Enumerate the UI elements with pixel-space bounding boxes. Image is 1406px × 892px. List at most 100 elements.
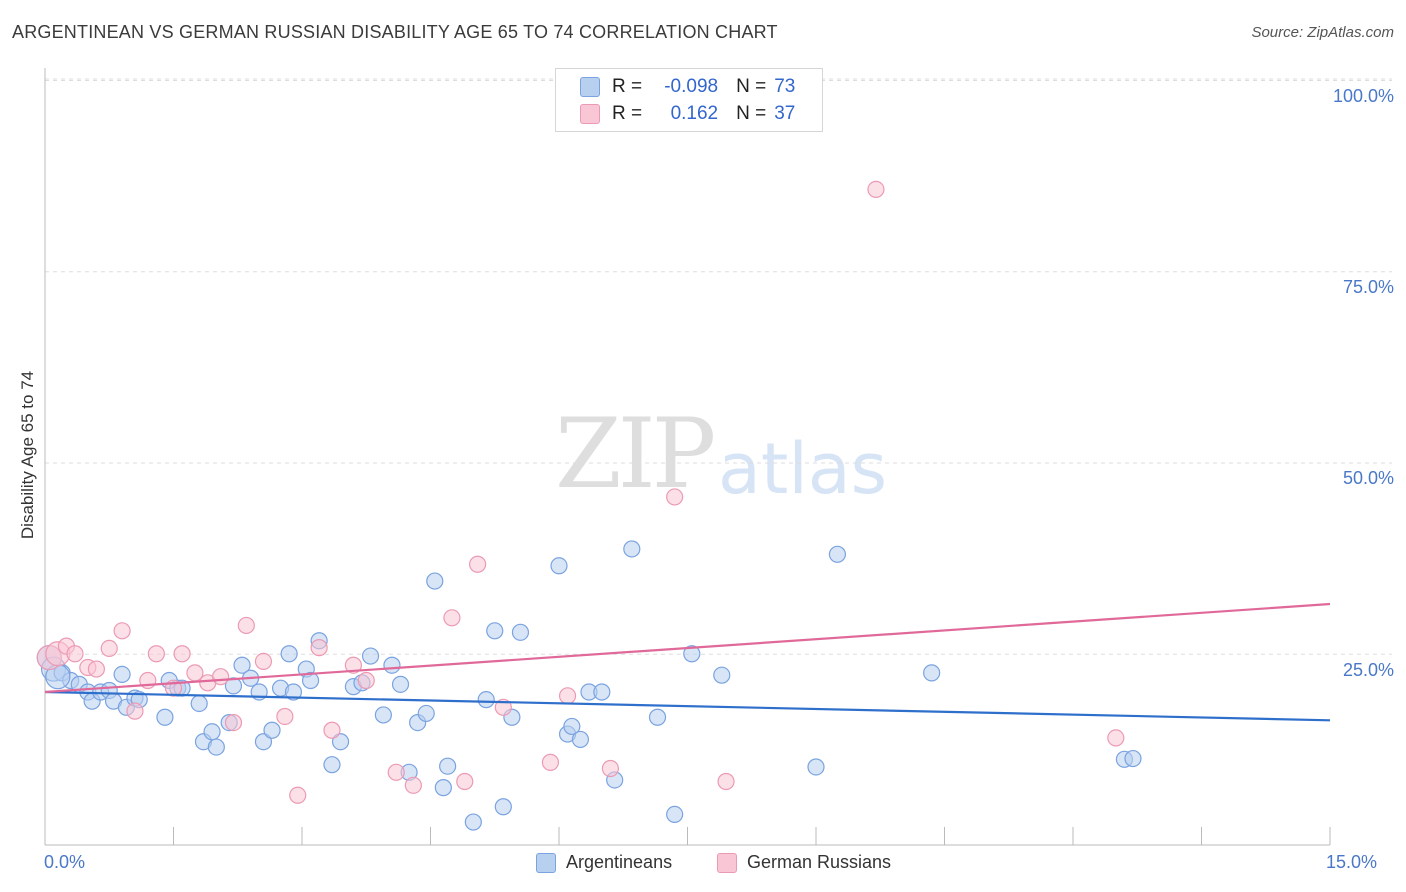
- n-label: N =: [736, 103, 767, 124]
- y-tick-label: 25.0%: [1342, 660, 1394, 680]
- argentinean-point: [374, 706, 392, 724]
- argentinean-point: [683, 645, 701, 663]
- legend-row-german-russians: R = 0.162 N = 37: [580, 102, 795, 126]
- german-russian-point: [237, 616, 255, 635]
- german-russian-point: [558, 687, 577, 705]
- german-russian-point: [344, 656, 362, 674]
- german-russian-point: [717, 772, 735, 791]
- argentinean-point: [464, 813, 482, 831]
- german-russian-point: [404, 776, 422, 794]
- german-russian-point: [494, 698, 512, 716]
- argentinean-point: [263, 721, 281, 739]
- argentinean-point: [486, 622, 504, 640]
- german-russian-point: [289, 786, 307, 804]
- argentinean-point: [511, 623, 530, 641]
- argentinean-point: [550, 557, 568, 575]
- german-russian-point: [310, 639, 328, 657]
- argentinean-point: [224, 677, 243, 695]
- german-russian-point: [224, 713, 243, 732]
- argentinean-point: [323, 756, 341, 774]
- source-credit: Source: ZipAtlas.com: [1251, 24, 1394, 41]
- argentinean-point: [713, 666, 731, 684]
- legend-item-argentineans[interactable]: Argentineans: [536, 852, 672, 873]
- y-tick-label: 75.0%: [1342, 277, 1394, 297]
- n-label: N =: [736, 76, 767, 97]
- n-value: 73: [774, 76, 796, 97]
- german-russian-point: [666, 488, 684, 506]
- german-russian-point: [541, 753, 560, 771]
- legend-label: Argentineans: [566, 852, 673, 872]
- argentinean-point: [280, 645, 298, 663]
- german-russian-point: [443, 609, 461, 627]
- r-value: 0.162: [670, 103, 719, 124]
- blue-swatch: [536, 852, 556, 873]
- german-russian-point: [456, 772, 474, 791]
- watermark-zip: ZIP: [555, 398, 716, 510]
- german-russian-point: [66, 645, 84, 663]
- blue-swatch: [580, 77, 600, 97]
- argentinean-point: [434, 779, 452, 797]
- argentinean-point: [494, 798, 512, 816]
- argentinean-point: [361, 647, 380, 665]
- argentinean-point: [923, 664, 941, 682]
- legend-row-argentineans: R = -0.098 N = 73: [580, 75, 795, 99]
- argentinean-point: [571, 730, 590, 749]
- german-russian-point: [147, 645, 165, 663]
- german-russian-point: [601, 759, 620, 778]
- argentinean-point: [203, 723, 221, 741]
- y-tick-label: 50.0%: [1342, 468, 1394, 488]
- german-russian-point: [469, 555, 487, 573]
- german-russian-point: [100, 639, 118, 657]
- r-label: R =: [612, 103, 643, 124]
- r-value: -0.098: [664, 76, 719, 97]
- pink-swatch: [580, 104, 600, 124]
- argentinean-point: [593, 683, 611, 701]
- x-tick-label: 0.0%: [44, 852, 86, 872]
- argentinean-point: [417, 704, 435, 723]
- argentinean-point: [563, 717, 581, 736]
- german-russian-point: [126, 702, 144, 720]
- argentinean-point: [439, 757, 457, 775]
- argentinean-point: [807, 758, 825, 776]
- german-russian-point: [323, 721, 341, 739]
- n-value: 37: [774, 103, 796, 124]
- argentinean-point: [666, 805, 684, 824]
- pink-swatch: [717, 852, 737, 873]
- german-russian-point: [87, 660, 106, 678]
- german-russian-point: [113, 622, 131, 640]
- correlation-legend: R = -0.098 N = 73 R = 0.162 N = 37: [555, 68, 823, 132]
- argentinean-point: [190, 694, 208, 713]
- argentinean-point: [477, 691, 495, 709]
- legend-item-german-russians[interactable]: German Russians: [717, 852, 891, 873]
- x-tick-label: 15.0%: [1326, 852, 1378, 872]
- argentinean-trend-line: [44, 690, 1331, 722]
- german-russian-point: [254, 652, 273, 671]
- argentinean-point: [648, 708, 667, 726]
- argentinean-point: [383, 656, 401, 674]
- argentinean-point: [254, 733, 273, 751]
- german-russian-point: [1107, 729, 1125, 747]
- chart-title: ARGENTINEAN VS GERMAN RUSSIAN DISABILITY…: [12, 22, 778, 42]
- legend-label: German Russians: [747, 852, 892, 872]
- argentinean-point: [233, 656, 251, 674]
- argentinean-point: [828, 545, 847, 563]
- german-russian-point: [387, 763, 405, 781]
- r-label: R =: [612, 76, 643, 97]
- argentinean-point: [331, 733, 350, 751]
- argentinean-point: [156, 708, 174, 726]
- german-russian-point: [867, 180, 885, 198]
- argentinean-point: [391, 675, 410, 693]
- german-russian-point: [276, 707, 294, 726]
- argentinean-point: [426, 572, 444, 590]
- y-axis-label: Disability Age 65 to 74: [18, 370, 37, 540]
- german-russian-point: [357, 671, 375, 690]
- argentinean-point: [113, 665, 131, 684]
- argentinean-point: [301, 671, 320, 690]
- argentinean-point: [1124, 749, 1142, 768]
- german-russian-point: [212, 668, 230, 686]
- y-tick-label: 100.0%: [1332, 86, 1394, 106]
- german-russian-trend-line: [44, 602, 1331, 694]
- german-russian-point: [173, 645, 191, 663]
- argentinean-point: [284, 683, 303, 701]
